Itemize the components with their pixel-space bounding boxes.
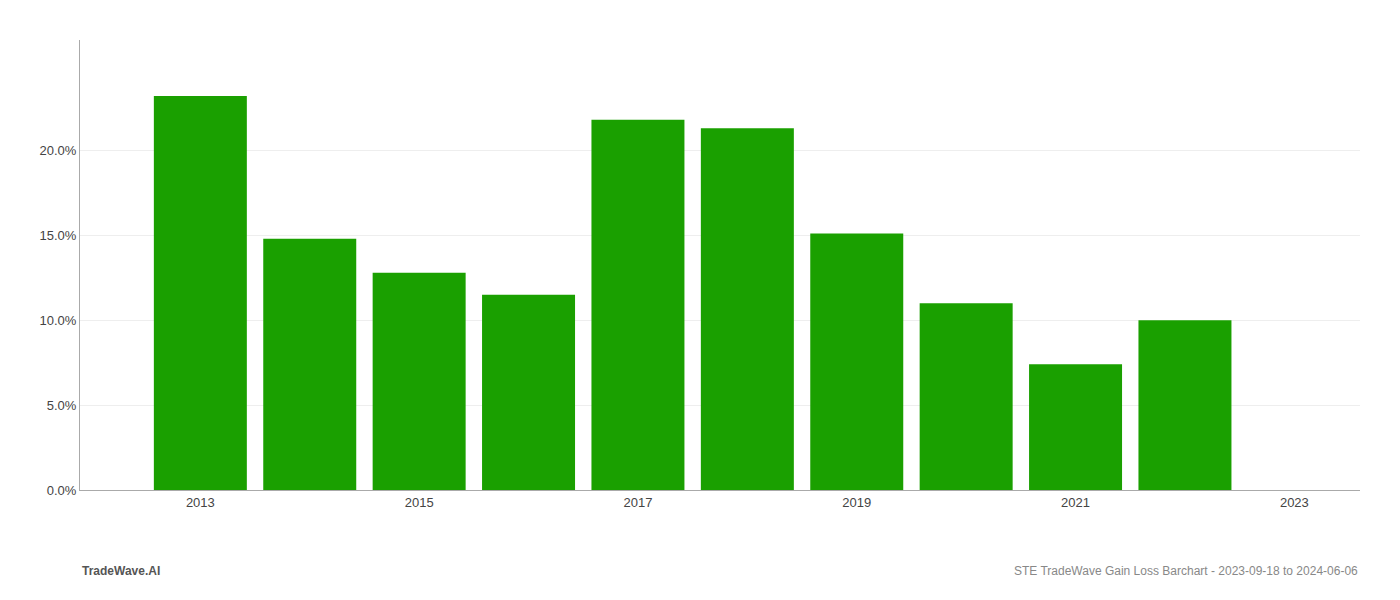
svg-text:2019: 2019	[842, 495, 871, 510]
svg-text:10.0%: 10.0%	[40, 313, 77, 328]
svg-text:TradeWave.AI: TradeWave.AI	[82, 564, 160, 578]
svg-text:2023: 2023	[1280, 495, 1309, 510]
svg-text:2021: 2021	[1061, 495, 1090, 510]
svg-text:20.0%: 20.0%	[40, 143, 77, 158]
svg-text:2013: 2013	[186, 495, 215, 510]
svg-text:2017: 2017	[623, 495, 652, 510]
svg-text:2015: 2015	[405, 495, 434, 510]
svg-text:0.0%: 0.0%	[47, 483, 77, 498]
svg-text:STE TradeWave Gain Loss Barcha: STE TradeWave Gain Loss Barchart - 2023-…	[1014, 564, 1358, 578]
svg-text:15.0%: 15.0%	[40, 228, 77, 243]
svg-text:5.0%: 5.0%	[47, 398, 77, 413]
